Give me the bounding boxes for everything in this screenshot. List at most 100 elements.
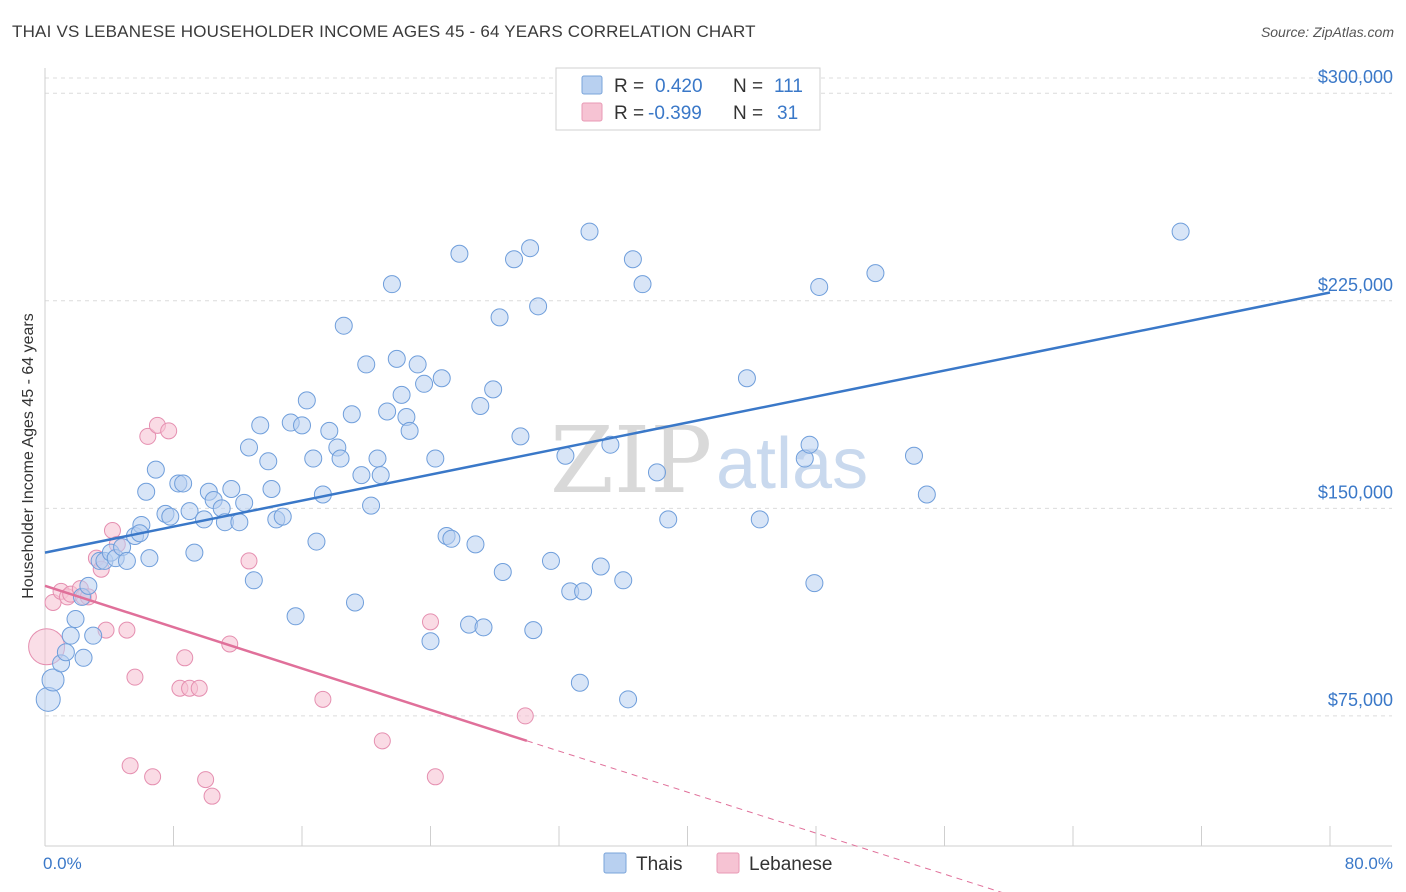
thai-point-34 [244, 571, 263, 590]
thai-point-82 [524, 621, 543, 640]
lebanese-point-28 [422, 613, 439, 631]
legend-lebanese-n-value: 31 [777, 103, 798, 124]
thai-point-53 [352, 466, 371, 485]
thai-point-93 [623, 250, 642, 269]
thai-point-22 [174, 474, 193, 493]
thai-point-57 [371, 466, 390, 485]
thai-point-4 [61, 626, 80, 645]
thai-point-17 [137, 482, 156, 501]
thai-point-95 [647, 463, 666, 482]
thai-point-90 [591, 557, 610, 576]
thai-point-91 [601, 435, 620, 454]
thai-point-61 [392, 385, 411, 404]
y-tick-labels: $75,000 $150,000 $225,000 $300,000 [1318, 67, 1393, 710]
legend-bottom: Thais Lebanese [603, 852, 832, 875]
legend-bottom-thai-label: Thais [636, 854, 682, 875]
legend-lebanese-n-label: N = [733, 103, 763, 124]
thai-point-41 [286, 607, 305, 626]
thai-point-18 [146, 460, 165, 479]
thai-point-33 [239, 438, 258, 457]
lebanese-point-29 [426, 768, 444, 786]
thai-point-107 [614, 571, 633, 590]
thai-point-103 [866, 264, 885, 283]
lebanese-trend-extension [526, 740, 1003, 892]
lebanese-point-31 [121, 757, 139, 775]
thai-point-94 [633, 275, 652, 294]
thai-point-36 [259, 452, 278, 471]
thai-point-73 [466, 535, 485, 554]
y-tick-label-2: $225,000 [1318, 275, 1393, 295]
legend-bottom-lebanese-swatch [716, 852, 740, 874]
lebanese-point-32 [144, 768, 162, 786]
thai-point-92 [619, 690, 638, 709]
legend-bottom-thai-swatch [603, 852, 627, 874]
lebanese-point-25 [240, 552, 258, 570]
lebanese-point-19 [176, 649, 194, 667]
thai-point-71 [450, 244, 469, 263]
thai-point-0 [35, 686, 61, 712]
chart-title: THAI VS LEBANESE HOUSEHOLDER INCOME AGES… [12, 22, 756, 41]
thai-point-51 [342, 405, 361, 424]
lebanese-point-21 [190, 679, 208, 697]
thai-point-56 [368, 449, 387, 468]
legend-thai-n-label: N = [733, 76, 763, 97]
thai-point-39 [273, 507, 292, 526]
x-tick-label-0: 0.0% [43, 854, 82, 873]
chart-source: Source: ZipAtlas.com [1260, 24, 1394, 40]
thai-point-78 [493, 563, 512, 582]
thai-point-32 [235, 493, 254, 512]
y-tick-label-3: $300,000 [1318, 67, 1393, 87]
thai-point-102 [810, 277, 829, 296]
grid-lines [45, 77, 1392, 717]
lebanese-point-23 [197, 771, 215, 789]
y-axis-label: Householder Income Ages 45 - 64 years [20, 313, 37, 599]
thai-point-77 [490, 308, 509, 327]
thai-point-50 [334, 316, 353, 335]
thai-point-60 [387, 349, 406, 368]
watermark-atlas: atlas [716, 424, 868, 504]
thai-point-104 [904, 446, 923, 465]
thai-point-63 [400, 421, 419, 440]
thai-point-54 [357, 355, 376, 374]
legend-top: R = 0.420 N = 111 R = -0.399 N = 31 [555, 67, 821, 131]
lebanese-point-30 [516, 707, 534, 725]
trend-lines [44, 291, 1331, 892]
thai-point-20 [161, 507, 180, 526]
lebanese-trend-line [44, 584, 528, 743]
thai-point-30 [222, 479, 241, 498]
legend-lebanese-r-label: R = [614, 103, 644, 124]
legend-thai-r-label: R = [614, 76, 644, 97]
legend-thai-r-value: 0.420 [655, 76, 703, 97]
thai-point-80 [511, 427, 530, 446]
legend-lebanese-swatch [581, 102, 603, 122]
lebanese-point-13 [118, 621, 136, 639]
thai-point-88 [574, 582, 593, 601]
thai-point-76 [484, 380, 503, 399]
thai-point-108 [74, 648, 93, 667]
lebanese-point-26 [314, 690, 332, 708]
lebanese-points [28, 416, 534, 805]
thai-point-81 [521, 239, 540, 258]
thai-points [35, 222, 1190, 712]
lebanese-point-17 [160, 422, 178, 440]
thai-point-23 [180, 502, 199, 521]
thai-point-37 [262, 479, 281, 498]
thai-point-55 [362, 496, 381, 515]
thai-point-1 [41, 668, 65, 692]
x-tick-labels: 0.0% 80.0% [43, 854, 1393, 873]
thai-trend-line [44, 291, 1331, 554]
legend-thai-n-value: 111 [774, 76, 803, 97]
thai-point-97 [737, 369, 756, 388]
thai-point-24 [185, 543, 204, 562]
legend-lebanese-r-value: -0.399 [648, 103, 702, 124]
thai-point-98 [750, 510, 769, 529]
thai-point-65 [415, 374, 434, 393]
thai-point-64 [408, 355, 427, 374]
thai-point-5 [66, 610, 85, 629]
thai-point-79 [505, 250, 524, 269]
thai-point-101 [805, 574, 824, 593]
thai-point-47 [320, 421, 339, 440]
thai-point-74 [471, 396, 490, 415]
watermark: ZIP atlas [550, 407, 868, 514]
